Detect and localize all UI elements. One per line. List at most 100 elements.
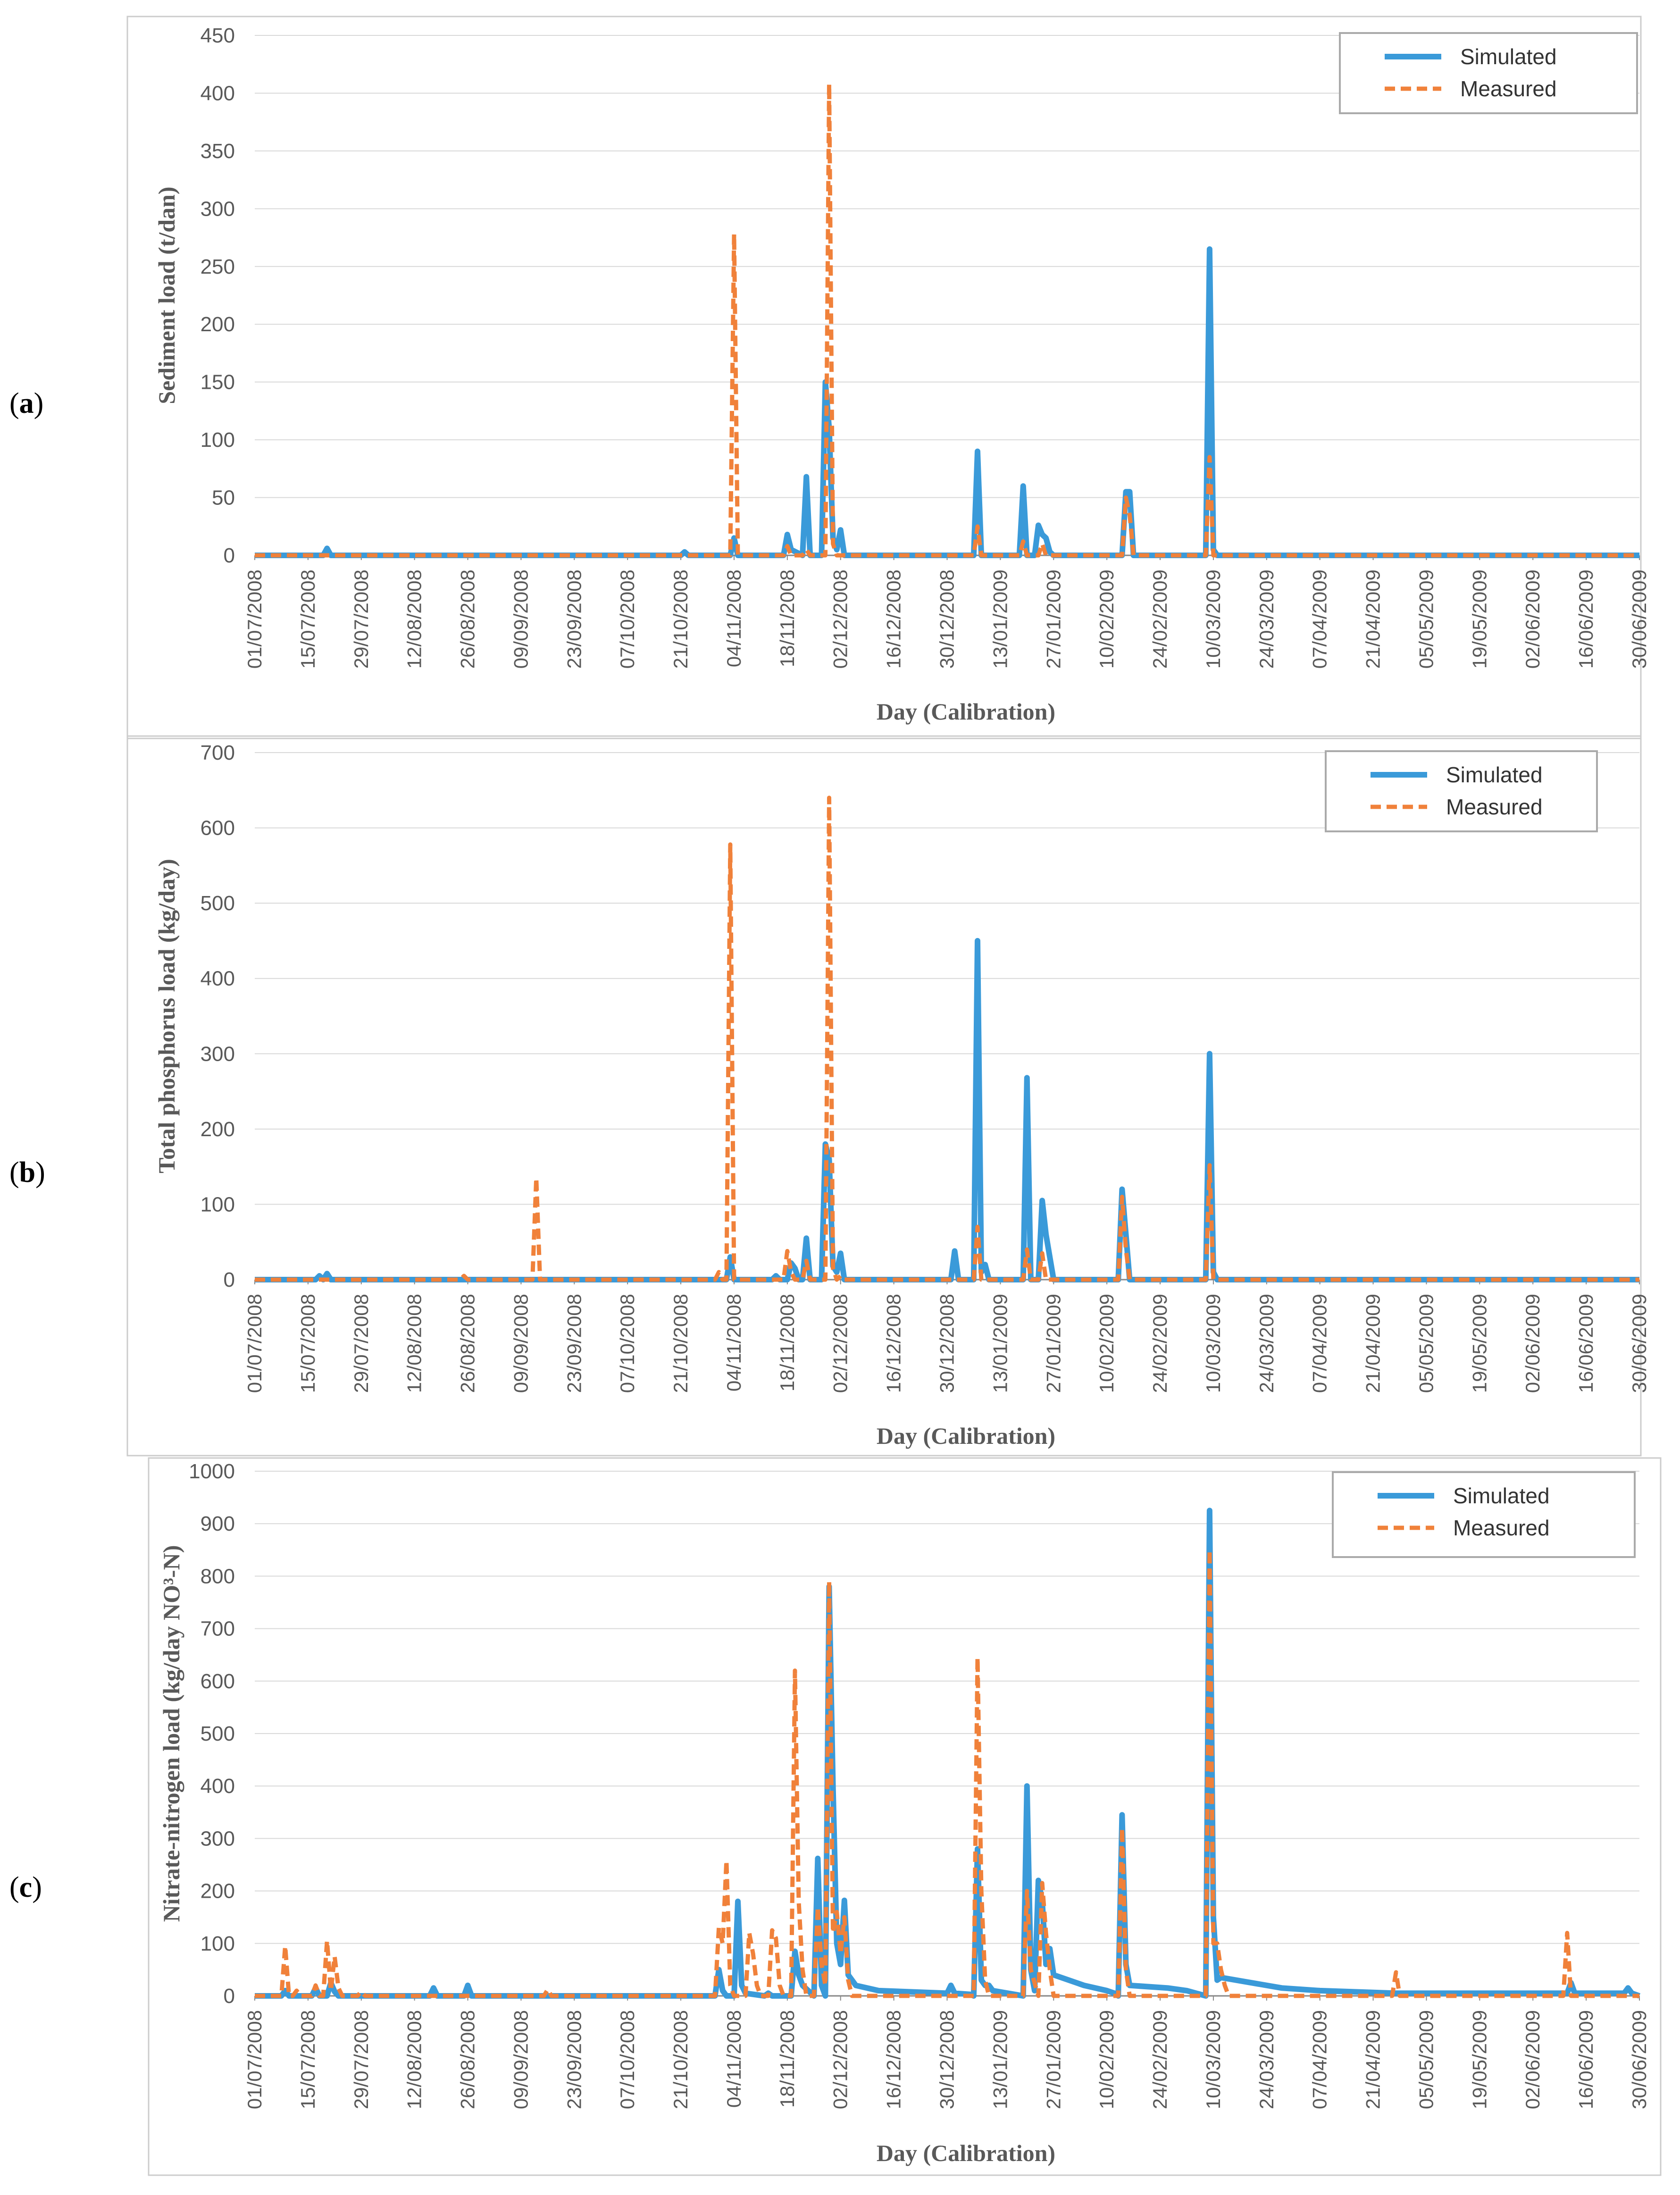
x-tick-label: 21/10/2008 [669,570,692,669]
x-tick-label: 21/10/2008 [669,1294,692,1393]
x-tick-label: 12/08/2008 [403,2010,426,2109]
x-tick-label: 24/02/2009 [1149,1294,1171,1393]
legend-label-simulated: Simulated [1460,44,1557,69]
x-tick-label: 19/05/2009 [1468,2010,1490,2109]
legend-box [1339,32,1638,114]
y-tick-label: 800 [201,1565,235,1588]
x-tick-label: 07/10/2008 [616,570,638,669]
series-line-simulated [255,938,1639,1282]
x-tick-label: 13/01/2009 [989,1294,1011,1393]
x-tick-label: 16/06/2009 [1575,2010,1597,2109]
y-tick-label: 400 [201,82,235,105]
x-tick-label: 19/05/2009 [1468,570,1490,669]
x-tick-label: 02/06/2009 [1521,2010,1544,2109]
x-tick-label: 26/08/2008 [457,570,479,669]
y-tick-label: 100 [201,1932,235,1955]
x-tick-label: 29/07/2008 [350,2010,372,2109]
x-tick-label: 09/09/2008 [510,1294,532,1393]
y-tick-label: 1000 [189,1460,235,1483]
legend-label-measured: Measured [1446,795,1543,819]
x-tick-label: 18/11/2008 [776,570,798,667]
series-line-measured [255,82,1639,558]
y-tick-label: 700 [201,1617,235,1641]
x-tick-label: 30/12/2008 [936,1294,958,1393]
x-tick-label: 30/12/2008 [936,570,958,669]
panel-label-c: (c) [9,1871,42,1903]
legend-label-simulated: Simulated [1446,762,1543,787]
x-tick-label: 10/02/2009 [1095,2010,1118,2109]
x-tick-label: 10/02/2009 [1095,1294,1118,1393]
chart-b: 0 100 200 300 400 500 600 700 01/07/2008 15/07/20… [126,735,1650,1457]
x-tick-label: 04/11/2008 [723,570,745,667]
y-tick-label: 200 [201,313,235,336]
x-tick-label: 16/12/2008 [883,570,905,669]
y-axis-title: Nitrate-nitrogen load (kg/day NO³-N) [158,1545,184,1922]
x-tick-label: 02/12/2008 [829,1294,852,1393]
legend-box [1325,750,1598,832]
x-tick-label: 18/11/2008 [776,1294,798,1391]
x-tick-label: 12/08/2008 [403,570,426,669]
y-tick-label: 200 [201,1118,235,1141]
legend-label-simulated: Simulated [1453,1483,1550,1508]
x-tick-label: 07/10/2008 [616,2010,638,2109]
y-tick-label: 250 [201,255,235,278]
x-tick-label: 07/04/2009 [1309,2010,1331,2109]
x-tick-label: 05/05/2009 [1415,2010,1437,2109]
panel-label-a: (a) [9,387,44,419]
y-tick-label: 600 [201,817,235,840]
y-tick-label: 500 [201,1722,235,1745]
x-tick-label: 29/07/2008 [350,570,372,669]
x-tick-label: 01/07/2008 [243,1294,266,1393]
x-tick-label: 18/11/2008 [776,2010,798,2108]
y-tick-label: 300 [201,197,235,220]
x-tick-label: 13/01/2009 [989,2010,1011,2109]
x-tick-label: 05/05/2009 [1415,570,1437,669]
x-tick-label: 09/09/2008 [510,2010,532,2109]
x-tick-label: 26/08/2008 [457,2010,479,2109]
y-tick-label: 400 [201,967,235,990]
x-tick-label: 27/01/2009 [1042,1294,1064,1393]
x-tick-label: 02/06/2009 [1521,1294,1544,1393]
x-tick-label: 21/04/2009 [1362,1294,1384,1393]
legend-box [1332,1471,1636,1558]
x-tick-label: 21/04/2009 [1362,2010,1384,2109]
x-tick-label: 04/11/2008 [723,1294,745,1391]
x-tick-label: 24/02/2009 [1149,570,1171,669]
chart-frame [148,1457,1662,2176]
x-tick-label: 10/02/2009 [1095,570,1118,669]
legend-label-measured: Measured [1460,76,1557,101]
panel-label-b: (b) [9,1156,45,1189]
x-tick-label: 05/05/2009 [1415,1294,1437,1393]
x-tick-label: 26/08/2008 [457,1294,479,1393]
chart-a: 0 50 100 150 200 250 300 350 400 450 01/07/2008 15/… [126,16,1650,739]
x-tick-label: 04/11/2008 [723,2010,745,2108]
x-tick-label: 19/05/2009 [1468,1294,1490,1393]
x-tick-label: 23/09/2008 [563,2010,585,2109]
x-tick-label: 01/07/2008 [243,570,266,669]
y-tick-label: 450 [201,24,235,47]
y-tick-label: 100 [201,428,235,452]
x-tick-label: 24/03/2009 [1255,570,1278,669]
x-tick-label: 30/06/2009 [1628,570,1650,669]
y-tick-label: 150 [201,371,235,394]
x-tick-label: 29/07/2008 [350,1294,372,1393]
y-tick-label: 300 [201,1827,235,1850]
x-tick-label: 02/12/2008 [829,570,852,669]
chart-c: 0 100 200 300 400 500 600 700 800 900 1000 01/07/20… [148,1457,1662,2176]
y-tick-label: 300 [201,1042,235,1065]
x-tick-label: 15/07/2008 [297,1294,319,1393]
x-tick-label: 01/07/2008 [243,2010,266,2109]
series-line-measured [255,796,1639,1282]
x-axis-title: Day (Calibration) [877,698,1055,725]
chart-frame [126,735,1642,1457]
x-tick-label: 15/07/2008 [297,570,319,669]
y-axis-title: Total phosphorus load (kg/day) [153,859,180,1173]
chart-frame [126,16,1642,739]
y-tick-label: 200 [201,1880,235,1903]
x-tick-label: 13/01/2009 [989,570,1011,669]
y-tick-label: 0 [224,544,235,567]
x-axis-title: Day (Calibration) [877,1423,1055,1449]
x-tick-label: 16/12/2008 [883,1294,905,1393]
x-tick-label: 07/04/2009 [1309,570,1331,669]
